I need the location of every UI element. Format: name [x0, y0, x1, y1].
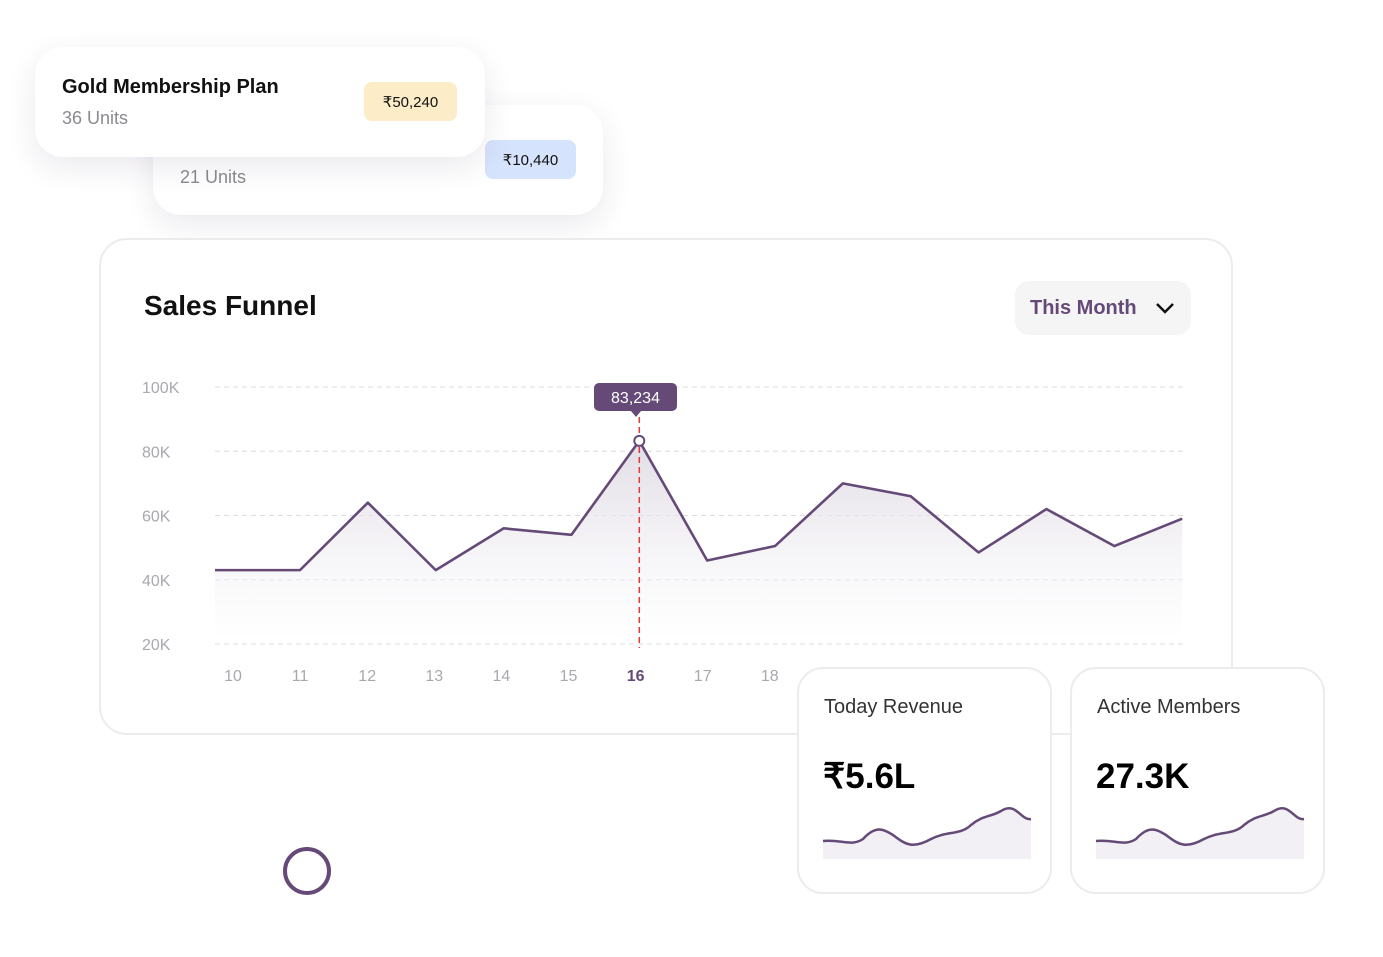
plan-price-badge: ₹50,240: [364, 82, 457, 121]
sparkline: [1095, 807, 1305, 859]
x-tick-label: 17: [694, 668, 712, 685]
sales-funnel-title: Sales Funnel: [144, 290, 317, 321]
chevron-down-icon: [1155, 303, 1174, 314]
stat-label: Active Members: [1097, 696, 1241, 718]
highlight-point: [633, 434, 646, 447]
period-dropdown-label: This Month: [1030, 296, 1137, 319]
stat-card-active-members: Active Members 27.3K: [1070, 667, 1325, 894]
y-tick-label: 100K: [142, 380, 180, 397]
x-tick-label: 15: [560, 668, 578, 685]
series-line: [215, 439, 1183, 572]
x-tick-label: 12: [358, 668, 376, 685]
y-tick-label: 60K: [142, 509, 171, 526]
x-tick-label: 13: [425, 668, 443, 685]
stat-value: ₹5.6L: [823, 757, 916, 796]
x-tick-label: 11: [292, 668, 309, 685]
series-area: [215, 440, 1183, 640]
y-tick-label: 20K: [142, 637, 171, 654]
x-tick-label: 14: [493, 668, 511, 685]
sparkline: [822, 807, 1032, 859]
stat-label: Today Revenue: [824, 696, 963, 718]
period-dropdown[interactable]: This Month: [1015, 281, 1191, 335]
y-tick-label: 40K: [142, 573, 171, 590]
plan-units: 36 Units: [62, 108, 129, 128]
tooltip: 83,234: [594, 383, 677, 417]
circle-decoration-icon: [283, 847, 331, 895]
x-tick-label: 10: [224, 668, 242, 685]
stat-card-today-revenue: Today Revenue ₹5.6L: [797, 667, 1052, 894]
stat-value: 27.3K: [1096, 757, 1190, 796]
tooltip-value: 83,234: [611, 390, 660, 407]
x-tick-label: 18: [761, 668, 779, 685]
x-tick-label: 16: [627, 668, 645, 685]
plan-name: Gold Membership Plan: [62, 76, 279, 98]
y-tick-label: 80K: [142, 444, 171, 461]
plan-card-gold[interactable]: Gold Membership Plan 36 Units ₹50,240: [35, 47, 485, 157]
plan-units: 21 Units: [180, 167, 247, 187]
plan-price-badge: ₹10,440: [485, 140, 576, 179]
